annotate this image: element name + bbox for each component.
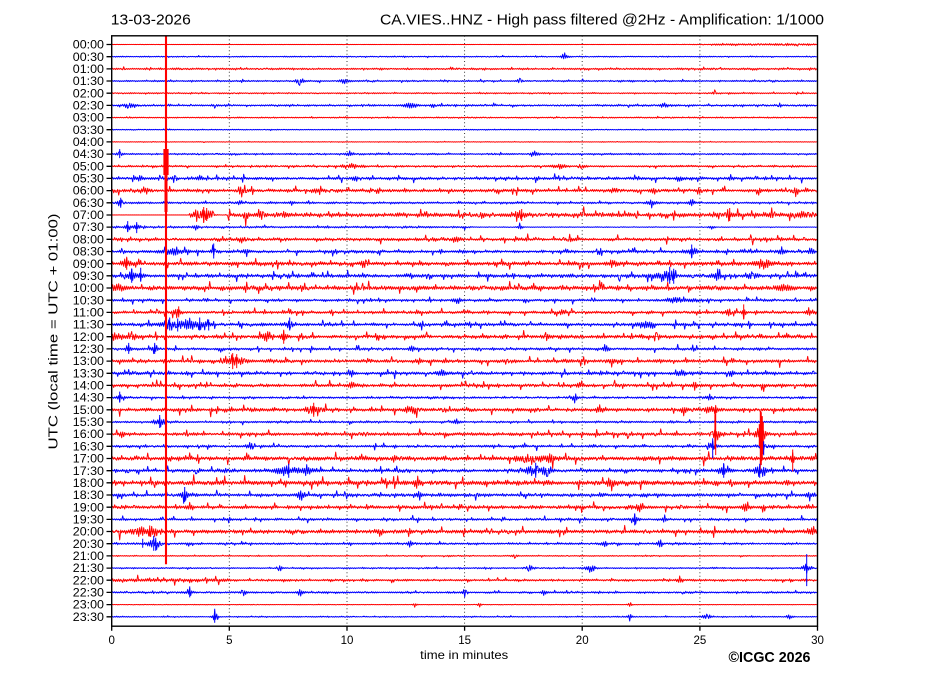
- svg-text:20: 20: [576, 635, 589, 647]
- svg-text:17:00: 17:00: [73, 454, 104, 466]
- svg-text:07:00: 07:00: [73, 210, 104, 222]
- svg-text:19:00: 19:00: [73, 502, 104, 514]
- svg-text:23:30: 23:30: [73, 612, 104, 624]
- svg-text:15:00: 15:00: [73, 405, 104, 417]
- svg-text:05:30: 05:30: [73, 174, 104, 186]
- svg-text:09:00: 09:00: [73, 259, 104, 271]
- svg-text:03:00: 03:00: [73, 113, 104, 125]
- svg-text:15:30: 15:30: [73, 417, 104, 429]
- svg-text:05:00: 05:00: [73, 161, 104, 173]
- svg-text:10: 10: [341, 635, 354, 647]
- svg-text:22:00: 22:00: [73, 575, 104, 587]
- svg-text:06:30: 06:30: [73, 198, 104, 210]
- svg-text:13:00: 13:00: [73, 356, 104, 368]
- svg-text:12:30: 12:30: [73, 344, 104, 356]
- svg-text:20:30: 20:30: [73, 539, 104, 551]
- svg-text:04:30: 04:30: [73, 149, 104, 161]
- svg-text:06:00: 06:00: [73, 186, 104, 198]
- svg-text:CA.VIES..HNZ - High pass filte: CA.VIES..HNZ - High pass filtered @2Hz -…: [380, 12, 824, 29]
- svg-text:30: 30: [811, 635, 824, 647]
- svg-text:07:30: 07:30: [73, 222, 104, 234]
- svg-text:03:30: 03:30: [73, 125, 104, 137]
- svg-text:00:30: 00:30: [73, 52, 104, 64]
- svg-text:11:00: 11:00: [73, 308, 104, 320]
- svg-text:08:00: 08:00: [73, 234, 104, 246]
- svg-text:0: 0: [108, 635, 114, 647]
- svg-text:13:30: 13:30: [73, 368, 104, 380]
- svg-text:14:30: 14:30: [73, 393, 104, 405]
- svg-text:21:30: 21:30: [73, 563, 104, 575]
- svg-text:11:30: 11:30: [73, 320, 104, 332]
- svg-text:UTC (local time = UTC + 01:00): UTC (local time = UTC + 01:00): [45, 214, 60, 450]
- svg-text:18:30: 18:30: [73, 490, 104, 502]
- svg-text:14:00: 14:00: [73, 381, 104, 393]
- svg-text:04:00: 04:00: [73, 137, 104, 149]
- svg-text:16:00: 16:00: [73, 429, 104, 441]
- svg-text:18:00: 18:00: [73, 478, 104, 490]
- svg-text:16:30: 16:30: [73, 441, 104, 453]
- svg-text:09:30: 09:30: [73, 271, 104, 283]
- svg-text:02:30: 02:30: [73, 101, 104, 113]
- svg-text:time in minutes: time in minutes: [420, 648, 508, 662]
- svg-text:10:30: 10:30: [73, 295, 104, 307]
- svg-text:15: 15: [458, 635, 471, 647]
- svg-text:17:30: 17:30: [73, 466, 104, 478]
- svg-text:25: 25: [694, 635, 707, 647]
- svg-text:12:00: 12:00: [73, 332, 104, 344]
- svg-text:©ICGC 2026: ©ICGC 2026: [729, 649, 811, 666]
- svg-text:13-03-2026: 13-03-2026: [111, 12, 191, 29]
- svg-text:22:30: 22:30: [73, 588, 104, 600]
- svg-text:21:00: 21:00: [73, 551, 104, 563]
- svg-text:19:30: 19:30: [73, 515, 104, 527]
- svg-text:23:00: 23:00: [73, 600, 104, 612]
- svg-text:02:00: 02:00: [73, 88, 104, 100]
- svg-text:20:00: 20:00: [73, 527, 104, 539]
- svg-text:01:00: 01:00: [73, 64, 104, 76]
- svg-text:08:30: 08:30: [73, 247, 104, 259]
- svg-text:00:00: 00:00: [73, 40, 104, 52]
- svg-text:5: 5: [226, 635, 232, 647]
- svg-text:10:00: 10:00: [73, 283, 104, 295]
- svg-text:01:30: 01:30: [73, 76, 104, 88]
